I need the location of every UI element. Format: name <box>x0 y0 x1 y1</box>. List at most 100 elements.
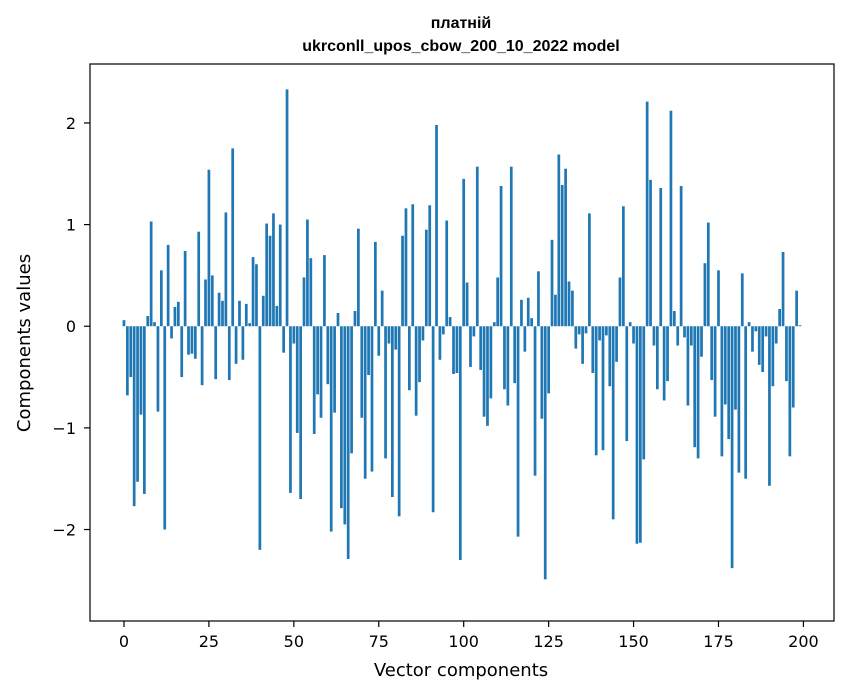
bar-9 <box>153 322 156 327</box>
bar-150 <box>632 326 635 344</box>
bar-137 <box>588 213 591 327</box>
bar-52 <box>299 326 302 500</box>
bar-108 <box>489 326 493 399</box>
bar-107 <box>486 326 489 426</box>
bar-121 <box>533 326 537 476</box>
bar-12 <box>163 326 167 530</box>
bar-124 <box>543 326 547 580</box>
bar-1 <box>126 326 129 396</box>
bar-84 <box>407 326 411 391</box>
bar-144 <box>611 326 615 520</box>
bar-136 <box>584 326 588 334</box>
bar-199 <box>798 325 802 327</box>
bar-54 <box>306 219 309 327</box>
bar-109 <box>492 322 496 327</box>
x-tick-label: 125 <box>533 632 564 651</box>
x-tick-label: 75 <box>369 632 389 651</box>
bar-18 <box>183 251 187 327</box>
bar-162 <box>672 310 676 327</box>
bar-39 <box>255 264 258 327</box>
bar-105 <box>479 326 483 370</box>
bar-23 <box>200 326 204 386</box>
bar-56 <box>312 326 316 434</box>
bar-81 <box>397 326 401 517</box>
bar-189 <box>764 326 768 337</box>
bar-118 <box>523 326 527 352</box>
bar-64 <box>340 326 343 509</box>
bar-151 <box>635 326 639 544</box>
x-tick-label: 0 <box>119 632 129 651</box>
bar-125 <box>547 326 550 394</box>
x-tick-label: 150 <box>618 632 649 651</box>
bar-6 <box>143 326 146 494</box>
bar-73 <box>370 326 374 472</box>
bar-47 <box>282 326 285 353</box>
bar-10 <box>156 326 160 412</box>
bar-148 <box>625 326 629 442</box>
bar-98 <box>455 326 459 373</box>
bar-71 <box>363 326 367 479</box>
bar-165 <box>683 326 686 338</box>
bar-175 <box>717 270 720 327</box>
bar-99 <box>458 326 462 561</box>
bar-117 <box>520 299 523 327</box>
bar-87 <box>418 326 421 383</box>
bar-25 <box>207 169 211 327</box>
bar-174 <box>713 326 717 417</box>
bar-42 <box>265 223 269 327</box>
bar-93 <box>438 326 442 360</box>
bar-0 <box>122 320 126 327</box>
bar-141 <box>601 326 605 451</box>
bar-2 <box>129 326 133 378</box>
bar-90 <box>428 205 432 327</box>
bar-111 <box>499 185 503 327</box>
bar-35 <box>241 326 245 360</box>
bar-140 <box>598 326 601 341</box>
bar-62 <box>333 326 336 413</box>
bar-51 <box>295 326 299 433</box>
bar-187 <box>757 326 761 365</box>
bar-65 <box>343 326 347 525</box>
bar-142 <box>605 326 608 336</box>
y-tick-label: −1 <box>52 419 76 438</box>
bar-100 <box>462 178 466 327</box>
bar-13 <box>166 244 170 327</box>
bar-154 <box>645 101 649 327</box>
bar-76 <box>380 290 384 327</box>
bar-series <box>122 89 802 580</box>
bar-119 <box>526 297 530 327</box>
bar-130 <box>564 168 567 327</box>
bar-103 <box>472 326 476 337</box>
bar-92 <box>435 124 438 327</box>
bar-178 <box>727 326 731 440</box>
bar-53 <box>302 277 306 327</box>
bar-3 <box>132 326 136 507</box>
bar-26 <box>210 275 214 327</box>
bar-7 <box>146 316 150 327</box>
bar-29 <box>221 300 224 327</box>
bar-194 <box>781 252 785 327</box>
bar-190 <box>768 326 771 486</box>
bar-44 <box>272 213 275 327</box>
bar-138 <box>591 326 595 373</box>
bar-131 <box>567 281 571 327</box>
bar-68 <box>353 310 357 327</box>
bar-149 <box>628 322 632 327</box>
bar-15 <box>173 306 177 327</box>
bar-72 <box>367 326 370 376</box>
bar-181 <box>737 326 741 473</box>
bar-179 <box>730 326 734 569</box>
bar-167 <box>689 326 693 346</box>
bar-20 <box>190 326 194 354</box>
bar-157 <box>655 326 659 390</box>
y-tick-label: 1 <box>66 216 76 235</box>
bar-123 <box>540 326 544 419</box>
bar-78 <box>387 326 391 344</box>
bar-28 <box>217 292 221 327</box>
plot-frame <box>89 63 835 622</box>
bar-50 <box>292 326 296 344</box>
bar-164 <box>679 185 683 327</box>
bar-159 <box>662 326 666 401</box>
x-tick-label: 25 <box>199 632 219 651</box>
bar-17 <box>180 326 184 378</box>
